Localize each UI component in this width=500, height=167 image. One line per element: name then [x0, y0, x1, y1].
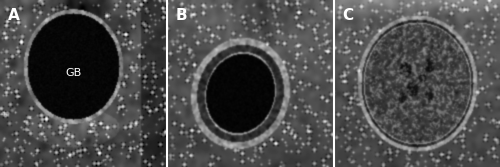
Text: GB: GB: [65, 68, 81, 78]
Text: A: A: [8, 8, 20, 23]
Text: B: B: [176, 8, 187, 23]
Text: C: C: [342, 8, 353, 23]
